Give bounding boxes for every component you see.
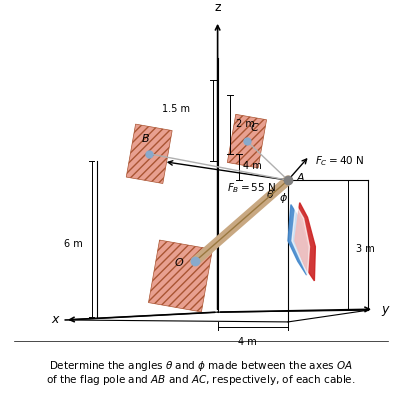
Text: C: C <box>250 123 258 133</box>
Text: 1.5 m: 1.5 m <box>162 104 190 114</box>
Text: x: x <box>51 313 58 326</box>
Text: $F_B = 55\ \mathrm{N}$: $F_B = 55\ \mathrm{N}$ <box>227 181 276 195</box>
Text: B: B <box>141 134 149 144</box>
Polygon shape <box>287 205 307 275</box>
Polygon shape <box>294 202 314 281</box>
Text: Determine the angles $\theta$ and $\phi$ made between the axes $OA$: Determine the angles $\theta$ and $\phi$… <box>49 359 352 373</box>
Text: O: O <box>174 258 183 268</box>
Polygon shape <box>227 114 266 168</box>
Text: 3 m: 3 m <box>356 244 374 254</box>
Text: 4 m: 4 m <box>243 160 261 171</box>
Text: of the flag pole and $AB$ and $AC$, respectively, of each cable.: of the flag pole and $AB$ and $AC$, resp… <box>46 373 355 387</box>
Text: A: A <box>296 173 304 183</box>
Text: 4 m: 4 m <box>237 337 256 347</box>
Text: 6 m: 6 m <box>64 239 83 249</box>
Text: 2 m: 2 m <box>236 119 254 128</box>
Polygon shape <box>126 124 172 183</box>
Text: $\theta$: $\theta$ <box>265 188 274 200</box>
Polygon shape <box>148 240 212 312</box>
Polygon shape <box>291 205 309 275</box>
Text: $F_C = 40\ \mathrm{N}$: $F_C = 40\ \mathrm{N}$ <box>314 154 364 168</box>
Text: y: y <box>380 303 387 316</box>
Text: z: z <box>214 1 220 14</box>
Text: $\phi$: $\phi$ <box>278 191 287 205</box>
